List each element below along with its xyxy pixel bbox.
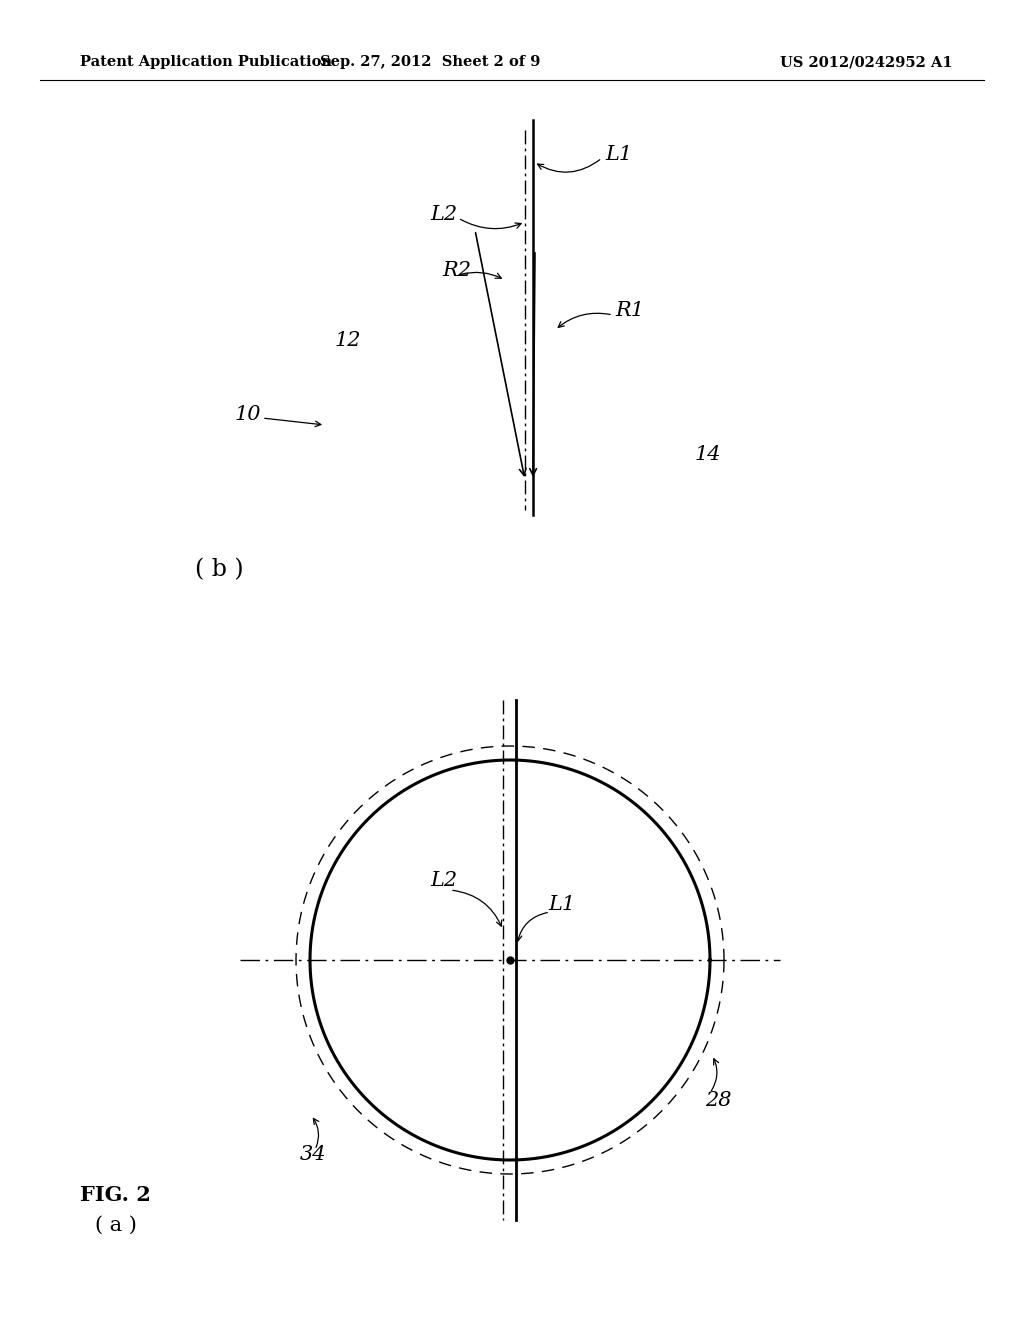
Text: US 2012/0242952 A1: US 2012/0242952 A1 [780,55,952,69]
Text: ( b ): ( b ) [195,558,244,582]
Text: ( a ): ( a ) [95,1216,137,1234]
Text: L2: L2 [430,206,457,224]
Text: 14: 14 [695,446,722,465]
Text: Sep. 27, 2012  Sheet 2 of 9: Sep. 27, 2012 Sheet 2 of 9 [319,55,541,69]
Text: FIG. 2: FIG. 2 [80,1185,151,1205]
Text: 10: 10 [234,405,261,425]
Text: L1: L1 [605,145,632,165]
Text: 12: 12 [335,330,361,350]
Text: 34: 34 [300,1146,327,1164]
Text: R2: R2 [442,260,471,280]
Text: R1: R1 [615,301,644,319]
Text: L1: L1 [548,895,575,915]
Text: L2: L2 [430,870,457,890]
Text: 28: 28 [705,1090,731,1110]
Text: Patent Application Publication: Patent Application Publication [80,55,332,69]
